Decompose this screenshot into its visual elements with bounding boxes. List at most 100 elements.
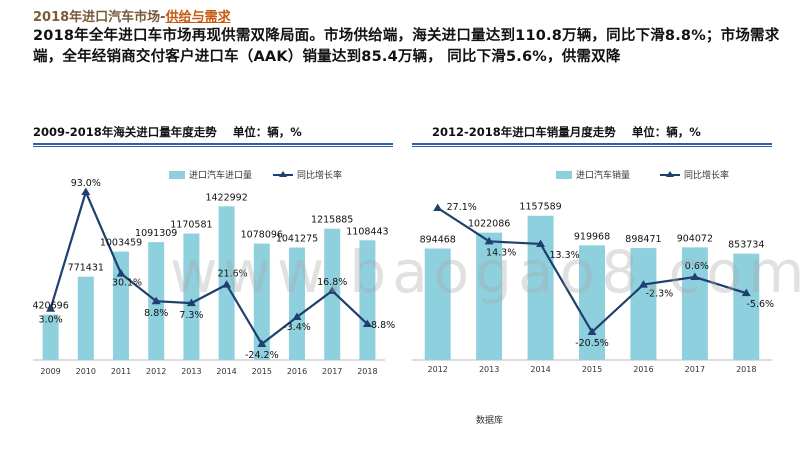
legend-bar-swatch xyxy=(169,171,185,179)
bar-2012 xyxy=(424,248,451,360)
bar-value-label-2010: 771431 xyxy=(68,263,104,274)
chart-title-text: 2012-2018年进口车销量月度走势 xyxy=(432,125,616,139)
bar-2018 xyxy=(733,253,760,360)
bar-2017 xyxy=(324,228,341,360)
growth-marker-2015 xyxy=(587,327,597,335)
bar-2015 xyxy=(253,243,270,360)
x-tick-label-2014: 2014 xyxy=(530,365,550,374)
growth-marker-2017 xyxy=(327,286,337,294)
page-title-prefix: 2018年进口汽车市场- xyxy=(33,10,166,25)
headline-text: 2018年全年进口车市场再现供需双降局面。市场供给端，海关进口量达到110.8万… xyxy=(33,28,780,65)
bar-value-label-2015: 919968 xyxy=(574,231,610,242)
x-tick-label-2017: 2017 xyxy=(685,365,705,374)
growth-value-label-2009: 3.0% xyxy=(39,315,63,326)
bar-value-label-2014: 1422992 xyxy=(205,192,247,203)
growth-value-label-2012: 8.8% xyxy=(144,308,168,319)
growth-value-label-2017: 0.6% xyxy=(685,261,709,272)
chart-unit-label: 单位：辆，% xyxy=(232,125,302,139)
growth-marker-2012 xyxy=(433,203,443,211)
bar-2016 xyxy=(289,247,305,360)
bar-value-label-2013: 1170581 xyxy=(170,220,212,231)
growth-value-label-2015: -20.5% xyxy=(575,338,609,349)
legend-line-marker xyxy=(279,171,287,177)
growth-value-label-2014: 13.3% xyxy=(549,250,579,261)
growth-marker-2009 xyxy=(46,304,56,312)
x-tick-label-2016: 2016 xyxy=(633,365,653,374)
legend-bar-swatch xyxy=(556,171,572,179)
bar-value-label-2012: 1091309 xyxy=(135,228,177,239)
growth-value-label-2010: 93.0% xyxy=(71,178,101,189)
bar-2013 xyxy=(183,233,200,360)
growth-value-label-2013: 14.3% xyxy=(486,247,516,258)
growth-marker-2018 xyxy=(362,319,372,328)
growth-value-label-2017: 16.8% xyxy=(317,277,347,288)
x-tick-label-2017: 2017 xyxy=(322,367,342,376)
x-tick-label-2016: 2016 xyxy=(287,367,307,376)
title-rule-thin xyxy=(412,146,772,147)
chart-svg-import-sales: 进口汽车销量 同比增长率 2012 2013 2014 2015 2016 2017 2018 8… xyxy=(412,169,774,374)
x-tick-label-2012: 2012 xyxy=(146,367,166,376)
growth-marker-2018 xyxy=(741,288,751,297)
legend-line-label: 同比增长率 xyxy=(297,169,342,181)
legend-bar-label: 进口汽车进口量 xyxy=(189,169,252,181)
bar-2015 xyxy=(579,245,605,360)
bar-2009 xyxy=(42,314,59,360)
chart-unit-label: 单位：辆，% xyxy=(631,125,701,139)
bar-2016 xyxy=(630,248,657,360)
bar-value-label-2016: 1041275 xyxy=(276,234,318,245)
bar-value-label-2017: 904072 xyxy=(677,233,713,244)
growth-value-label-2016: -3.4% xyxy=(283,322,311,333)
growth-marker-2010 xyxy=(81,187,91,195)
title-rule-thin xyxy=(33,146,393,147)
bar-value-label-2014: 1157589 xyxy=(519,202,561,213)
growth-marker-2017 xyxy=(690,272,700,281)
growth-marker-2012 xyxy=(151,296,161,305)
chart-title: 2012-2018年进口车销量月度走势 单位：辆，% xyxy=(432,124,701,140)
x-tick-label-2010: 2010 xyxy=(76,367,96,376)
growth-marker-2014 xyxy=(536,239,546,247)
chart-svg-customs-imports: 进口汽车进口量 同比增长率 2009 2010 2011 2012 2013 2014 2015… xyxy=(32,169,396,376)
growth-value-label-2014: 21.6% xyxy=(218,269,248,280)
bar-2017 xyxy=(681,247,708,360)
growth-marker-2011 xyxy=(116,269,126,277)
x-tick-label-2018: 2018 xyxy=(357,367,377,376)
growth-value-label-2018: -8.8% xyxy=(368,320,396,331)
bar-value-label-2013: 1022086 xyxy=(468,219,510,230)
x-tick-label-2011: 2011 xyxy=(111,367,131,376)
x-tick-label-2015: 2015 xyxy=(582,365,602,374)
legend-line-label: 同比增长率 xyxy=(684,169,729,181)
growth-marker-2015 xyxy=(257,339,267,347)
bar-2014 xyxy=(527,215,554,360)
x-tick-label-2009: 2009 xyxy=(40,367,60,376)
bar-value-label-2018: 853734 xyxy=(728,240,764,251)
bar-2013 xyxy=(476,232,503,360)
title-rule xyxy=(33,143,393,145)
growth-marker-2014 xyxy=(222,280,232,288)
bar-2010 xyxy=(77,276,94,360)
bar-value-label-2009: 420696 xyxy=(32,301,68,312)
growth-value-label-2015: -24.2% xyxy=(245,350,279,361)
bar-value-label-2012: 894468 xyxy=(420,235,456,246)
bar-2018 xyxy=(359,240,376,360)
growth-marker-2016 xyxy=(638,280,648,288)
legend-bar-label: 进口汽车销量 xyxy=(576,169,630,181)
growth-value-label-2016: -2.3% xyxy=(646,289,674,300)
growth-value-label-2013: 7.3% xyxy=(179,310,203,321)
bar-value-label-2016: 898471 xyxy=(625,234,661,245)
x-tick-label-2013: 2013 xyxy=(479,365,499,374)
bar-2011 xyxy=(113,251,129,360)
bar-value-label-2017: 1215885 xyxy=(311,215,353,226)
x-tick-label-2014: 2014 xyxy=(216,367,236,376)
growth-marker-2013 xyxy=(484,236,494,245)
growth-marker-2013 xyxy=(186,298,196,307)
chart-title: 2009-2018年海关进口量年度走势 单位：辆，% xyxy=(33,124,302,140)
chart-title-text: 2009-2018年海关进口量年度走势 xyxy=(33,125,217,139)
x-tick-label-2013: 2013 xyxy=(181,367,201,376)
growth-value-label-2012: 27.1% xyxy=(447,202,477,213)
page-title: 2018年进口汽车市场-供给与需求 xyxy=(33,6,231,25)
x-tick-label-2015: 2015 xyxy=(252,367,272,376)
bar-value-label-2011: 1003459 xyxy=(100,238,142,249)
title-rule xyxy=(412,143,772,145)
growth-value-label-2011: 30.1% xyxy=(112,278,142,289)
growth-value-label-2018: -5.6% xyxy=(746,299,774,310)
